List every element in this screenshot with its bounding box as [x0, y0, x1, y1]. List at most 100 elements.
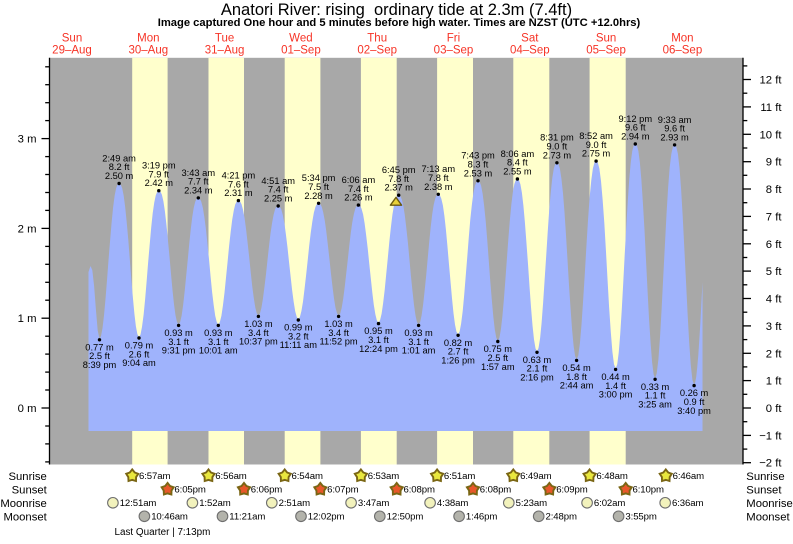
svg-text:−1 ft: −1 ft	[759, 430, 782, 442]
svg-text:3:55pm: 3:55pm	[625, 512, 657, 523]
svg-text:9:31 pm: 9:31 pm	[162, 346, 196, 356]
svg-text:3:43 am: 3:43 am	[182, 168, 216, 178]
svg-text:3:19 pm: 3:19 pm	[142, 161, 176, 171]
svg-text:12 ft: 12 ft	[760, 75, 783, 87]
svg-text:0.95 m: 0.95 m	[364, 326, 393, 336]
svg-text:Fri: Fri	[447, 33, 460, 45]
svg-text:Sun: Sun	[62, 33, 82, 45]
svg-text:12:24 pm: 12:24 pm	[359, 344, 398, 354]
svg-text:12:51am: 12:51am	[120, 498, 157, 509]
svg-text:2:48pm: 2:48pm	[546, 512, 578, 523]
svg-text:0.79 m: 0.79 m	[125, 341, 154, 351]
svg-text:1.03 m: 1.03 m	[244, 319, 273, 329]
svg-text:1 ft: 1 ft	[766, 376, 783, 388]
svg-text:2.55 m: 2.55 m	[503, 167, 532, 177]
svg-text:0.44 m: 0.44 m	[601, 372, 630, 382]
svg-text:2.31 m: 2.31 m	[224, 188, 253, 198]
svg-text:1 m: 1 m	[18, 313, 37, 325]
svg-text:2.6 ft: 2.6 ft	[129, 349, 150, 359]
svg-text:0.33 m: 0.33 m	[641, 382, 670, 392]
svg-text:1.4 ft: 1.4 ft	[605, 381, 626, 391]
svg-text:Moonset: Moonset	[746, 512, 790, 524]
svg-text:29–Aug: 29–Aug	[52, 45, 92, 57]
svg-text:3.1 ft: 3.1 ft	[368, 335, 389, 345]
svg-text:6:36am: 6:36am	[672, 498, 704, 509]
svg-text:2.38 m: 2.38 m	[424, 182, 453, 192]
svg-text:9.6 ft: 9.6 ft	[664, 124, 685, 134]
svg-text:2.73 m: 2.73 m	[543, 150, 572, 160]
svg-text:11:52 pm: 11:52 pm	[320, 337, 358, 347]
svg-text:2.53 m: 2.53 m	[464, 168, 493, 178]
svg-text:4 ft: 4 ft	[766, 294, 783, 306]
svg-text:1:57 am: 1:57 am	[481, 362, 515, 372]
svg-text:2.50 m: 2.50 m	[105, 171, 134, 181]
svg-text:1:46pm: 1:46pm	[466, 512, 498, 523]
svg-text:Last Quarter | 7:13pm: Last Quarter | 7:13pm	[115, 527, 211, 538]
svg-text:6:51am: 6:51am	[444, 471, 476, 482]
svg-text:9:04 am: 9:04 am	[122, 358, 156, 368]
svg-text:0.77 m: 0.77 m	[85, 342, 114, 352]
svg-text:9.0 ft: 9.0 ft	[547, 142, 568, 152]
svg-text:10:01 am: 10:01 am	[199, 346, 238, 356]
svg-text:6:02am: 6:02am	[594, 498, 626, 509]
svg-text:8 ft: 8 ft	[766, 184, 783, 196]
svg-text:30–Aug: 30–Aug	[128, 45, 168, 57]
svg-text:3.1 ft: 3.1 ft	[408, 337, 429, 347]
svg-text:−2 ft: −2 ft	[759, 458, 782, 470]
svg-text:Sat: Sat	[521, 33, 539, 45]
svg-text:3 ft: 3 ft	[766, 321, 783, 333]
svg-text:Moonrise: Moonrise	[0, 498, 46, 510]
svg-text:Anatori River: rising ordinar: Anatori River: rising ordinary tide at 2…	[221, 1, 572, 19]
svg-text:Mon: Mon	[671, 33, 693, 45]
svg-text:04–Sep: 04–Sep	[510, 45, 550, 57]
svg-text:7:43 pm: 7:43 pm	[461, 151, 495, 161]
svg-text:0 m: 0 m	[18, 403, 37, 415]
svg-text:2.37 m: 2.37 m	[384, 183, 413, 193]
svg-text:7:13 am: 7:13 am	[422, 164, 456, 174]
svg-text:8.4 ft: 8.4 ft	[507, 158, 528, 168]
svg-text:0.82 m: 0.82 m	[444, 338, 473, 348]
svg-text:8.3 ft: 8.3 ft	[468, 160, 489, 170]
svg-text:01–Sep: 01–Sep	[281, 45, 321, 57]
svg-text:5 ft: 5 ft	[766, 266, 783, 278]
svg-text:6:45 pm: 6:45 pm	[382, 165, 416, 175]
svg-text:2:49 am: 2:49 am	[102, 153, 136, 163]
svg-text:0.93 m: 0.93 m	[404, 328, 433, 338]
svg-text:0.93 m: 0.93 m	[164, 328, 193, 338]
svg-text:7 ft: 7 ft	[766, 211, 783, 223]
svg-text:10:46am: 10:46am	[151, 512, 188, 523]
svg-text:6:48am: 6:48am	[596, 471, 628, 482]
svg-text:5:23am: 5:23am	[516, 498, 548, 509]
svg-text:Tue: Tue	[215, 33, 234, 45]
svg-text:2:51am: 2:51am	[279, 498, 311, 509]
svg-text:3:25 am: 3:25 am	[638, 400, 672, 410]
svg-text:0.93 m: 0.93 m	[204, 328, 233, 338]
svg-text:4:38am: 4:38am	[437, 498, 469, 509]
svg-text:2.42 m: 2.42 m	[145, 178, 174, 188]
svg-text:05–Sep: 05–Sep	[586, 45, 626, 57]
svg-text:1.03 m: 1.03 m	[324, 319, 353, 329]
svg-text:Sunrise: Sunrise	[8, 471, 46, 483]
svg-text:Sunset: Sunset	[12, 485, 48, 497]
svg-text:6 ft: 6 ft	[766, 239, 783, 251]
svg-text:3.2 ft: 3.2 ft	[288, 331, 309, 341]
svg-text:0.26 m: 0.26 m	[680, 388, 709, 398]
svg-text:Wed: Wed	[289, 33, 312, 45]
svg-text:7.8 ft: 7.8 ft	[428, 173, 449, 183]
svg-text:2.75 m: 2.75 m	[582, 149, 611, 159]
svg-text:9.6 ft: 9.6 ft	[625, 123, 646, 133]
svg-text:1.8 ft: 1.8 ft	[566, 372, 587, 382]
svg-text:6:08pm: 6:08pm	[404, 485, 436, 496]
svg-text:6:06 am: 6:06 am	[342, 175, 376, 185]
svg-text:Moonset: Moonset	[3, 512, 47, 524]
svg-text:31–Aug: 31–Aug	[205, 45, 245, 57]
svg-text:0.99 m: 0.99 m	[284, 323, 313, 333]
svg-text:6:53am: 6:53am	[368, 471, 400, 482]
svg-text:3.1 ft: 3.1 ft	[168, 337, 189, 347]
svg-text:2 ft: 2 ft	[766, 348, 783, 360]
svg-text:3 m: 3 m	[18, 134, 37, 146]
svg-text:0.63 m: 0.63 m	[523, 355, 552, 365]
svg-text:9 ft: 9 ft	[766, 157, 783, 169]
svg-text:1.1 ft: 1.1 ft	[645, 391, 666, 401]
svg-text:5:34 pm: 5:34 pm	[302, 173, 336, 183]
